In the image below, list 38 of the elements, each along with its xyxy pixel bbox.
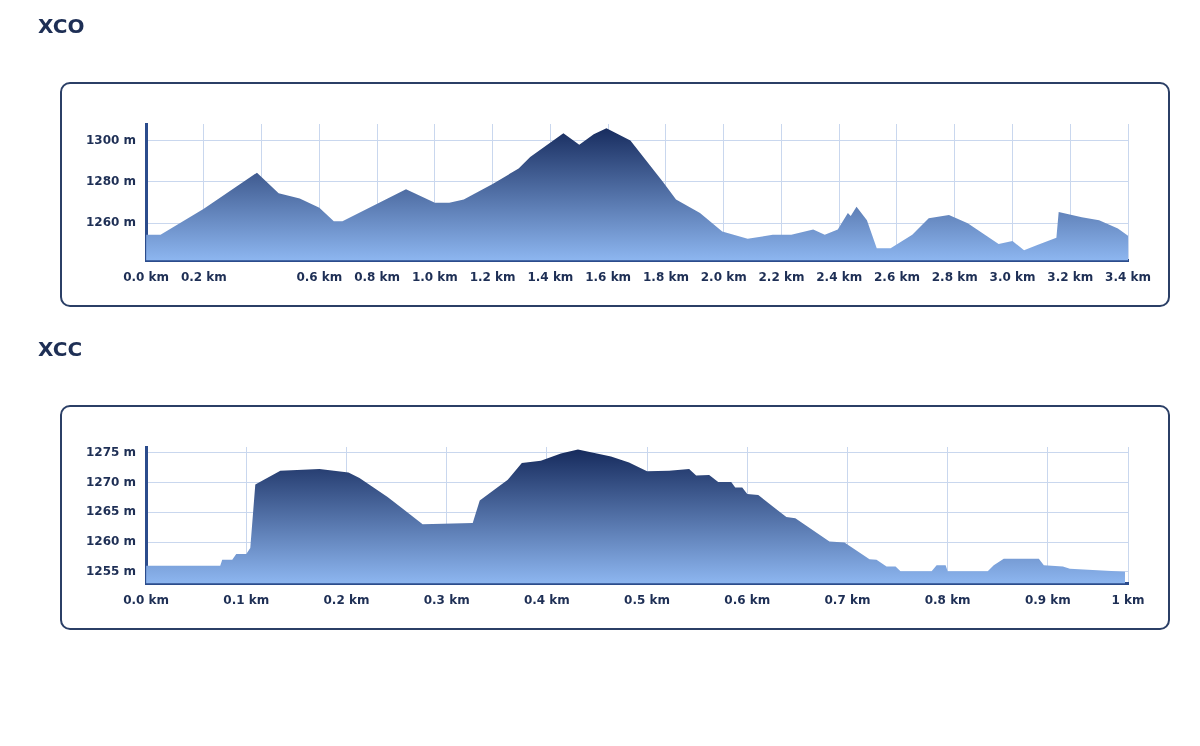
x-tick-label: 1.6 km [585,269,632,284]
x-tick-label: 0.3 km [423,592,470,607]
x-tick-label: 0.7 km [824,592,871,607]
x-tick-label: 1.0 km [411,269,458,284]
x-tick-label: 1 km [1111,592,1145,607]
chart-title: XCC [38,337,84,361]
y-tick-label: 1280 m [85,174,137,189]
x-tick-label: 1.4 km [527,269,574,284]
x-tick-label: 2.0 km [700,269,747,284]
x-tick-label: 2.4 km [816,269,863,284]
x-tick-label: 0.0 km [123,592,170,607]
x-tick-label: 0.6 km [296,269,343,284]
x-tick-label: 0.2 km [323,592,370,607]
x-tick-label: 0.2 km [180,269,227,284]
y-tick-label: 1300 m [85,132,137,147]
y-tick-label: 1260 m [85,215,137,230]
x-tick-label: 3.2 km [1047,269,1094,284]
x-tick-label: 2.2 km [758,269,805,284]
y-tick-label: 1260 m [85,534,137,549]
x-tick-label: 1.2 km [469,269,516,284]
x-tick-label: 3.4 km [1105,269,1151,284]
y-tick-label: 1270 m [85,474,137,489]
y-tick-label: 1265 m [85,504,137,519]
x-tick-label: 0.5 km [624,592,671,607]
x-tick-label: 0.0 km [123,269,170,284]
x-tick-label: 1.8 km [642,269,689,284]
chart-title: XCO [38,14,86,38]
x-tick-label: 0.9 km [1024,592,1071,607]
x-tick-label: 2.6 km [874,269,920,284]
y-tick-label: 1255 m [85,563,137,578]
x-tick-label: 0.8 km [354,269,401,284]
x-tick-label: 0.6 km [724,592,771,607]
x-tick-label: 0.8 km [924,592,971,607]
y-tick-label: 1275 m [85,445,137,460]
x-tick-label: 0.1 km [223,592,270,607]
x-tick-label: 3.0 km [989,269,1036,284]
x-tick-label: 0.4 km [523,592,570,607]
x-tick-label: 2.8 km [931,269,978,284]
